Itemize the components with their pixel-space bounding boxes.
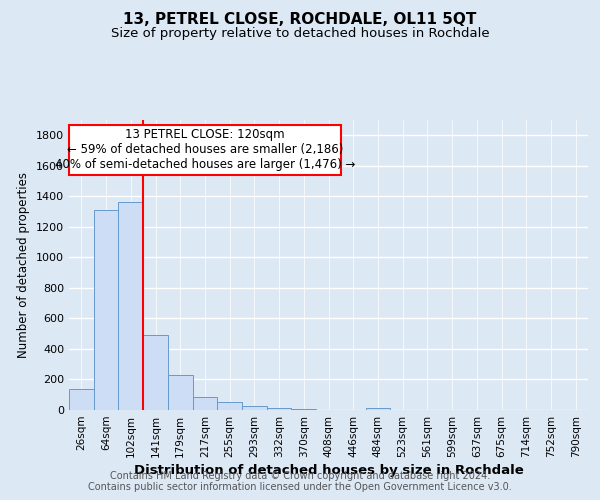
Bar: [193, 397, 217, 410]
Y-axis label: Number of detached properties: Number of detached properties: [17, 172, 31, 358]
Text: 13, PETREL CLOSE, ROCHDALE, OL11 5QT: 13, PETREL CLOSE, ROCHDALE, OL11 5QT: [124, 12, 476, 28]
Text: Size of property relative to detached houses in Rochdale: Size of property relative to detached ho…: [110, 28, 490, 40]
FancyBboxPatch shape: [69, 124, 341, 175]
Bar: [118, 202, 143, 410]
Bar: [267, 408, 292, 410]
Bar: [69, 388, 94, 410]
Bar: [242, 406, 267, 410]
Bar: [217, 402, 242, 410]
Text: Contains HM Land Registry data © Crown copyright and database right 2024.
Contai: Contains HM Land Registry data © Crown c…: [88, 471, 512, 492]
Bar: [168, 375, 193, 410]
Bar: [143, 335, 168, 410]
Text: 13 PETREL CLOSE: 120sqm
← 59% of detached houses are smaller (2,186)
40% of semi: 13 PETREL CLOSE: 120sqm ← 59% of detache…: [55, 128, 355, 172]
Bar: [365, 408, 390, 410]
Bar: [292, 409, 316, 410]
Bar: [94, 210, 118, 410]
X-axis label: Distribution of detached houses by size in Rochdale: Distribution of detached houses by size …: [134, 464, 523, 477]
